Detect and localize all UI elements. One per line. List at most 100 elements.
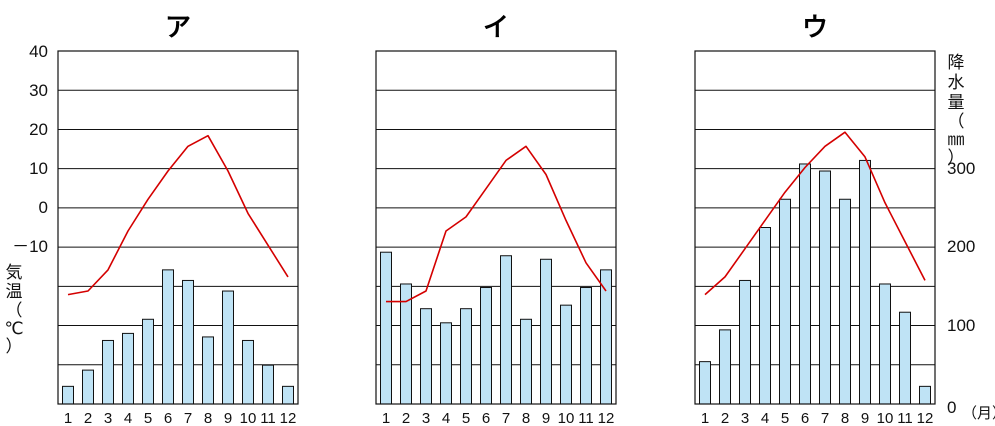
precip-label-char: ） bbox=[948, 148, 965, 168]
precipitation-bar bbox=[102, 339, 114, 405]
precipitation-bar bbox=[162, 269, 174, 405]
temp-label-char: （ bbox=[6, 301, 23, 321]
month-tick-label: 1 bbox=[701, 410, 709, 426]
precipitation-bar bbox=[759, 227, 771, 405]
month-tick-label: 11 bbox=[260, 410, 276, 426]
month-tick-label: 11 bbox=[897, 410, 913, 426]
precipitation-bar bbox=[62, 385, 74, 405]
precip-label-char: 水 bbox=[948, 73, 965, 93]
precip-label-char: 降 bbox=[948, 53, 965, 73]
precipitation-bar bbox=[540, 258, 552, 405]
precipitation-bar bbox=[779, 198, 791, 405]
month-tick-label: 5 bbox=[781, 410, 789, 426]
precip-label-char: ㎜ bbox=[948, 130, 965, 150]
precip-tick-100: 100 bbox=[947, 316, 975, 335]
month-tick-label: 12 bbox=[917, 410, 934, 426]
temperature-line bbox=[704, 131, 926, 296]
precipitation-bar bbox=[799, 163, 811, 405]
temp-label-char: 温 bbox=[6, 282, 23, 302]
precipitation-bar bbox=[739, 279, 751, 405]
climate-panel-2: イ1 2 3 4 5 6 7 8 9 10 11 12 bbox=[375, 13, 617, 426]
temp-tick-minus10: －10 bbox=[12, 237, 48, 256]
precipitation-axis-title: 降 水 量 （ ㎜ ） bbox=[948, 53, 965, 168]
month-tick-label: 5 bbox=[144, 410, 152, 426]
precipitation-axis-labels: 300 200 100 0 bbox=[947, 159, 975, 417]
month-tick-label: 7 bbox=[184, 410, 192, 426]
month-tick-label: 10 bbox=[558, 410, 575, 426]
temp-tick-0: 0 bbox=[39, 198, 48, 217]
precipitation-bar bbox=[879, 283, 891, 405]
temp-label-char: 気 bbox=[6, 263, 23, 283]
precipitation-bar bbox=[520, 318, 532, 405]
precipitation-bar bbox=[500, 255, 512, 405]
month-tick-label: 12 bbox=[598, 410, 615, 426]
temp-tick-40: 40 bbox=[29, 42, 48, 61]
climate-panel-1: ア1 2 3 4 5 6 7 8 9 10 11 12 bbox=[57, 13, 299, 426]
month-tick-label: 9 bbox=[224, 410, 232, 426]
precipitation-bar bbox=[142, 318, 154, 405]
plot-frame bbox=[57, 50, 299, 405]
precipitation-bar bbox=[440, 322, 452, 405]
month-tick-label: 8 bbox=[204, 410, 212, 426]
precip-tick-300: 300 bbox=[947, 159, 975, 178]
precipitation-bar bbox=[480, 287, 492, 405]
precipitation-bar bbox=[282, 385, 294, 405]
precipitation-bar bbox=[839, 198, 851, 405]
precipitation-bar bbox=[82, 369, 94, 405]
month-tick-label: 3 bbox=[104, 410, 112, 426]
month-tick-label: 1 bbox=[382, 410, 390, 426]
precip-tick-0: 0 bbox=[947, 398, 956, 417]
temp-label-char: ） bbox=[6, 337, 23, 357]
temp-label-char: ℃ bbox=[4, 319, 23, 339]
month-tick-label: 8 bbox=[522, 410, 530, 426]
precipitation-bar bbox=[719, 329, 731, 405]
temperature-axis-labels: 40 30 20 10 0 －10 bbox=[12, 42, 48, 256]
month-tick-label: 2 bbox=[84, 410, 92, 426]
month-tick-label: 9 bbox=[861, 410, 869, 426]
precipitation-bar bbox=[919, 385, 931, 405]
month-tick-label: 9 bbox=[542, 410, 550, 426]
month-tick-label: 12 bbox=[280, 410, 297, 426]
precip-tick-200: 200 bbox=[947, 237, 975, 256]
month-tick-label: 8 bbox=[841, 410, 849, 426]
month-tick-label: 2 bbox=[402, 410, 410, 426]
precipitation-bar bbox=[560, 304, 572, 405]
month-tick-label: 1 bbox=[64, 410, 72, 426]
precipitation-bar bbox=[580, 287, 592, 405]
month-tick-label: 10 bbox=[240, 410, 257, 426]
precipitation-bar bbox=[242, 339, 254, 405]
month-tick-label: 3 bbox=[741, 410, 749, 426]
precipitation-bar bbox=[899, 311, 911, 405]
precipitation-bar bbox=[262, 364, 274, 405]
panel-title: ウ bbox=[802, 13, 828, 43]
temperature-line bbox=[386, 145, 607, 303]
panel-title: イ bbox=[483, 13, 509, 43]
precipitation-bar bbox=[222, 290, 234, 405]
precipitation-bar bbox=[122, 332, 134, 405]
precipitation-bar bbox=[699, 361, 711, 405]
month-tick-label: 4 bbox=[761, 410, 769, 426]
month-tick-label: 7 bbox=[502, 410, 510, 426]
month-tick-label: 2 bbox=[721, 410, 729, 426]
temperature-axis-title: 気 温 （ ℃ ） bbox=[4, 263, 23, 357]
precipitation-bar bbox=[420, 308, 432, 405]
month-tick-label: 11 bbox=[578, 410, 594, 426]
precipitation-bar bbox=[460, 308, 472, 405]
precipitation-bar bbox=[182, 279, 194, 405]
temp-tick-30: 30 bbox=[29, 81, 48, 100]
month-tick-label: 10 bbox=[877, 410, 894, 426]
precipitation-bar bbox=[819, 170, 831, 405]
precipitation-bar bbox=[380, 251, 392, 405]
month-unit-label: （月） bbox=[962, 405, 995, 422]
precipitation-bar bbox=[859, 159, 871, 405]
month-tick-label: 4 bbox=[124, 410, 132, 426]
temp-tick-20: 20 bbox=[29, 120, 48, 139]
temp-tick-10: 10 bbox=[29, 159, 48, 178]
panel-title: ア bbox=[165, 13, 191, 43]
month-tick-label: 7 bbox=[821, 410, 829, 426]
plot-frame bbox=[375, 50, 617, 405]
month-tick-label: 6 bbox=[801, 410, 809, 426]
temperature-line bbox=[67, 134, 289, 296]
month-tick-label: 6 bbox=[482, 410, 490, 426]
precip-label-char: 量 bbox=[948, 93, 965, 113]
